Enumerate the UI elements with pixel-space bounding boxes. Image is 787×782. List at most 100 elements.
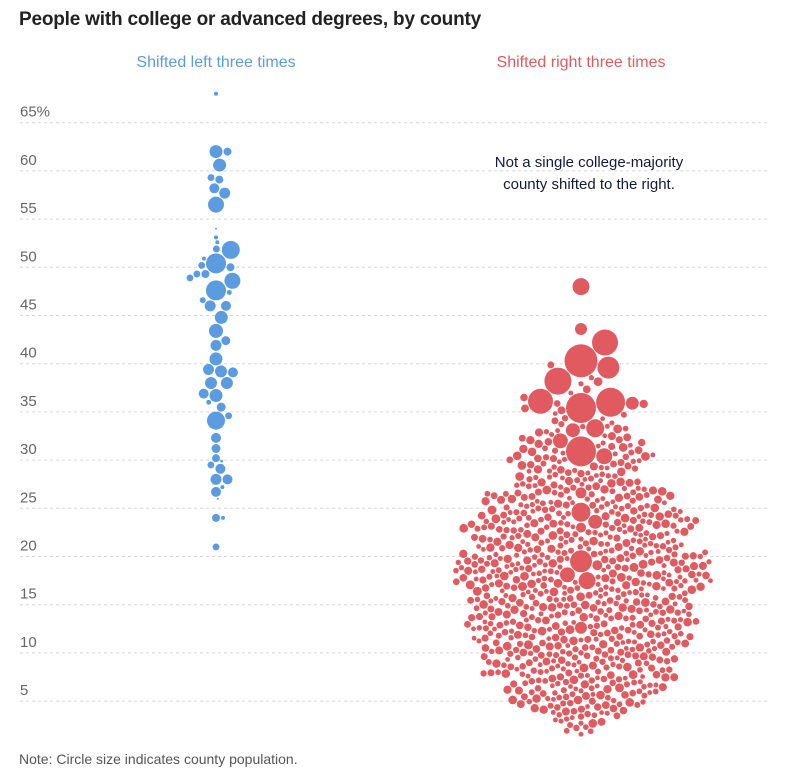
county-dot-right xyxy=(606,597,614,604)
county-dot-right xyxy=(495,669,501,676)
county-dot-right xyxy=(556,555,564,563)
county-dot-right xyxy=(677,630,684,637)
county-dot-right xyxy=(642,627,648,633)
county-dot-left xyxy=(226,289,232,295)
county-dot-right xyxy=(621,691,629,699)
county-dot-right xyxy=(599,471,606,478)
county-dot-right xyxy=(487,620,494,627)
county-dot-right xyxy=(478,534,487,543)
county-dot-right xyxy=(589,644,596,651)
county-dot-right xyxy=(570,484,577,491)
county-dot-right xyxy=(686,633,694,641)
county-dot-right xyxy=(603,584,609,590)
chart-title: People with college or advanced degrees,… xyxy=(19,9,481,30)
county-dot-right xyxy=(548,505,556,513)
county-dot-right xyxy=(520,571,529,581)
county-dot-right xyxy=(599,658,606,665)
county-dot-right xyxy=(573,724,580,732)
county-dot-right xyxy=(610,697,617,704)
county-dot-right xyxy=(677,616,684,623)
county-dot-left xyxy=(193,270,201,278)
county-dot-right xyxy=(559,475,565,481)
county-dot-right xyxy=(519,663,526,670)
county-dot-right xyxy=(670,655,679,663)
county-dot-right xyxy=(538,539,545,546)
county-dot-right xyxy=(614,563,622,571)
county-dot-right xyxy=(632,589,639,596)
county-dot-right xyxy=(567,586,575,594)
county-dot-right xyxy=(673,579,680,585)
county-dot-right xyxy=(566,393,596,423)
county-dot-left xyxy=(215,227,217,230)
county-dot-right xyxy=(575,621,587,634)
county-dot-right xyxy=(557,491,564,498)
county-dot-right xyxy=(677,574,683,580)
county-dot-right xyxy=(661,570,667,576)
annotation-line-1: Not a single college-majority xyxy=(494,154,684,171)
county-dot-right xyxy=(636,620,645,629)
county-dot-right xyxy=(622,675,628,681)
county-dot-right xyxy=(509,535,515,541)
county-dot-right xyxy=(501,628,509,636)
county-dot-right xyxy=(495,526,503,533)
county-dot-right xyxy=(493,551,499,558)
county-dot-right xyxy=(521,404,529,413)
county-dot-left xyxy=(209,183,220,194)
county-dot-right xyxy=(487,630,494,637)
county-dot-right xyxy=(613,600,619,607)
county-dot-right xyxy=(502,641,512,651)
county-dot-right xyxy=(477,557,485,564)
county-dot-right xyxy=(565,643,571,649)
county-dot-right xyxy=(520,509,528,517)
county-dot-right xyxy=(499,571,509,581)
county-dot-right xyxy=(681,590,688,597)
county-dot-right xyxy=(552,411,558,416)
county-dot-right xyxy=(630,537,637,544)
county-dot-right xyxy=(595,675,600,681)
county-dot-left xyxy=(207,461,215,469)
county-dot-right xyxy=(648,486,658,495)
county-dot-right xyxy=(488,648,495,655)
county-dot-right xyxy=(562,590,568,596)
county-dot-right xyxy=(655,556,664,564)
county-dot-right xyxy=(688,570,696,579)
county-dot-right xyxy=(641,511,648,518)
county-dot-right xyxy=(614,655,620,661)
county-dot-right xyxy=(693,577,699,583)
county-dot-right xyxy=(608,547,615,554)
county-dot-right xyxy=(598,464,604,471)
county-dot-left xyxy=(225,412,233,420)
county-dot-right xyxy=(508,635,514,641)
county-dot-right xyxy=(495,646,504,655)
county-dot-right xyxy=(548,499,554,505)
y-tick-label: 60 xyxy=(20,152,37,169)
county-dot-right xyxy=(492,626,497,632)
county-dot-right xyxy=(512,451,522,461)
county-dot-right xyxy=(605,473,612,479)
county-dot-right xyxy=(546,626,553,632)
county-dot-right xyxy=(584,672,590,679)
county-dot-left xyxy=(221,300,231,311)
county-dot-right xyxy=(525,483,532,490)
county-dot-right xyxy=(612,473,618,480)
county-dot-right xyxy=(523,603,530,610)
county-dot-right xyxy=(616,477,625,487)
county-dot-right xyxy=(520,591,526,598)
county-dot-right xyxy=(593,655,600,662)
county-dot-right xyxy=(589,462,598,471)
county-dot-left xyxy=(219,187,231,199)
county-dot-right xyxy=(547,568,554,575)
county-dot-right xyxy=(592,482,601,491)
county-dot-right xyxy=(565,669,573,677)
county-dot-right xyxy=(547,603,557,612)
county-dot-right xyxy=(523,529,532,538)
county-dot-right xyxy=(501,669,511,678)
county-dot-right xyxy=(490,559,499,568)
county-dot-right xyxy=(657,486,667,496)
county-dot-right xyxy=(499,545,506,552)
county-dot-right xyxy=(583,652,591,660)
y-tick-label: 20 xyxy=(20,538,37,555)
county-dot-right xyxy=(637,569,645,577)
county-dot-right xyxy=(598,540,605,547)
county-dot-right xyxy=(647,682,653,688)
